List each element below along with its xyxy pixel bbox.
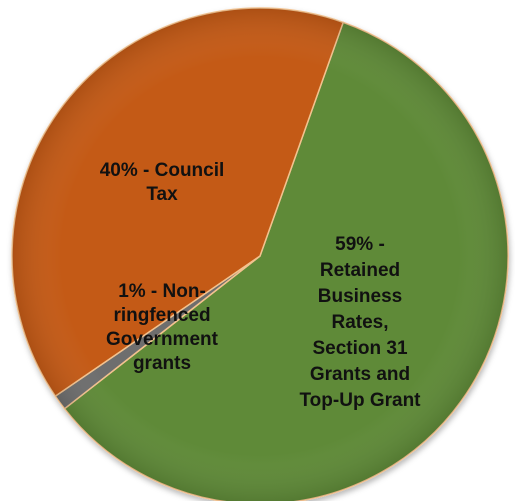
pie-slices [11, 7, 509, 501]
slice-label-line: 1% - Non- [118, 281, 206, 302]
slice-label-1: 1% - Non-ringfenced Government grants [106, 281, 219, 374]
slice-label-line: Top-Up Grant [299, 390, 421, 411]
slice-label-2: 40% - Council Tax [100, 160, 225, 205]
slice-label-line: 40% - Council [100, 160, 225, 181]
slice-labels: 59% - Retained Business Rates, Section 31 Gra… [100, 160, 421, 411]
slice-label-line: 59% - [335, 234, 385, 255]
slice-label-0: 59% - Retained Business Rates, Section 31 Gra… [299, 234, 421, 411]
slice-label-line: ringfenced [113, 305, 210, 326]
slice-label-line: grants [133, 353, 191, 374]
slice-label-line: Tax [146, 184, 178, 205]
slice-label-line: Grants and [310, 364, 410, 385]
slice-label-line: Rates, [331, 312, 388, 333]
slice-label-line: Retained [320, 260, 400, 281]
slice-label-line: Section 31 [312, 338, 407, 359]
slice-label-line: Business [318, 286, 402, 307]
slice-label-line: Government [106, 329, 219, 350]
